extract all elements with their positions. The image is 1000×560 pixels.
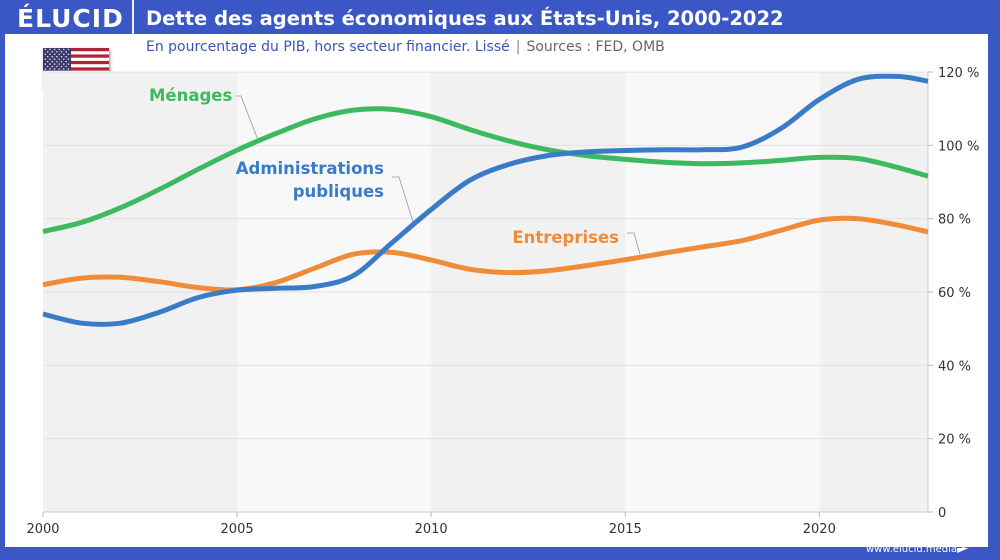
y-tick-label: 80 % — [938, 213, 971, 228]
x-tick-label: 2010 — [415, 522, 448, 537]
administrations-leader-line — [392, 176, 414, 223]
subtitle-text: En pourcentage du PIB, hors secteur fina… — [146, 39, 510, 55]
elucid-mark-icon — [957, 539, 979, 553]
y-tick-label: 40 % — [938, 359, 971, 374]
label-administrations-line2: publiques — [293, 182, 384, 201]
x-tick-label: 2015 — [609, 522, 642, 537]
gridlines — [43, 71, 928, 440]
x-tick-label: 2005 — [221, 522, 254, 537]
series-line-entreprises — [42, 215, 929, 293]
header-separator — [132, 0, 134, 34]
series-lines — [42, 73, 929, 327]
series-line-administrations — [42, 73, 929, 327]
subtitle-separator: | — [515, 39, 521, 55]
entreprises-leader-line — [627, 232, 641, 255]
y-tick-label: 0 — [938, 506, 946, 521]
y-tick-label: 100 % — [938, 139, 979, 154]
label-administrations-line1: Administrations — [236, 159, 384, 178]
axes: 0 20 % 40 % 60 % 80 % 100 % 120 % 2000 2005 2010 2… — [26, 66, 979, 537]
sources-text: Sources : FED, OMB — [526, 39, 665, 55]
y-tick-label: 120 % — [938, 66, 979, 81]
chart-subtitle: En pourcentage du PIB, hors secteur fina… — [146, 39, 665, 55]
series-labels: Ménages Administrations publiques Entrep… — [149, 86, 641, 255]
label-entreprises: Entreprises — [512, 228, 619, 247]
header-bar — [0, 0, 1000, 35]
y-tick-label: 60 % — [938, 286, 971, 301]
menages-leader-line — [236, 95, 259, 141]
x-tick-label: 2000 — [26, 522, 59, 537]
brand-logo: ÉLUCID — [17, 4, 124, 33]
y-tick-label: 20 % — [938, 433, 971, 448]
series-line-menages — [42, 106, 929, 234]
chart-title: Dette des agents économiques aux États-U… — [146, 7, 784, 30]
label-menages: Ménages — [149, 86, 232, 105]
footer-url[interactable]: www.elucid.media — [866, 544, 958, 555]
x-tick-label: 2020 — [803, 522, 836, 537]
